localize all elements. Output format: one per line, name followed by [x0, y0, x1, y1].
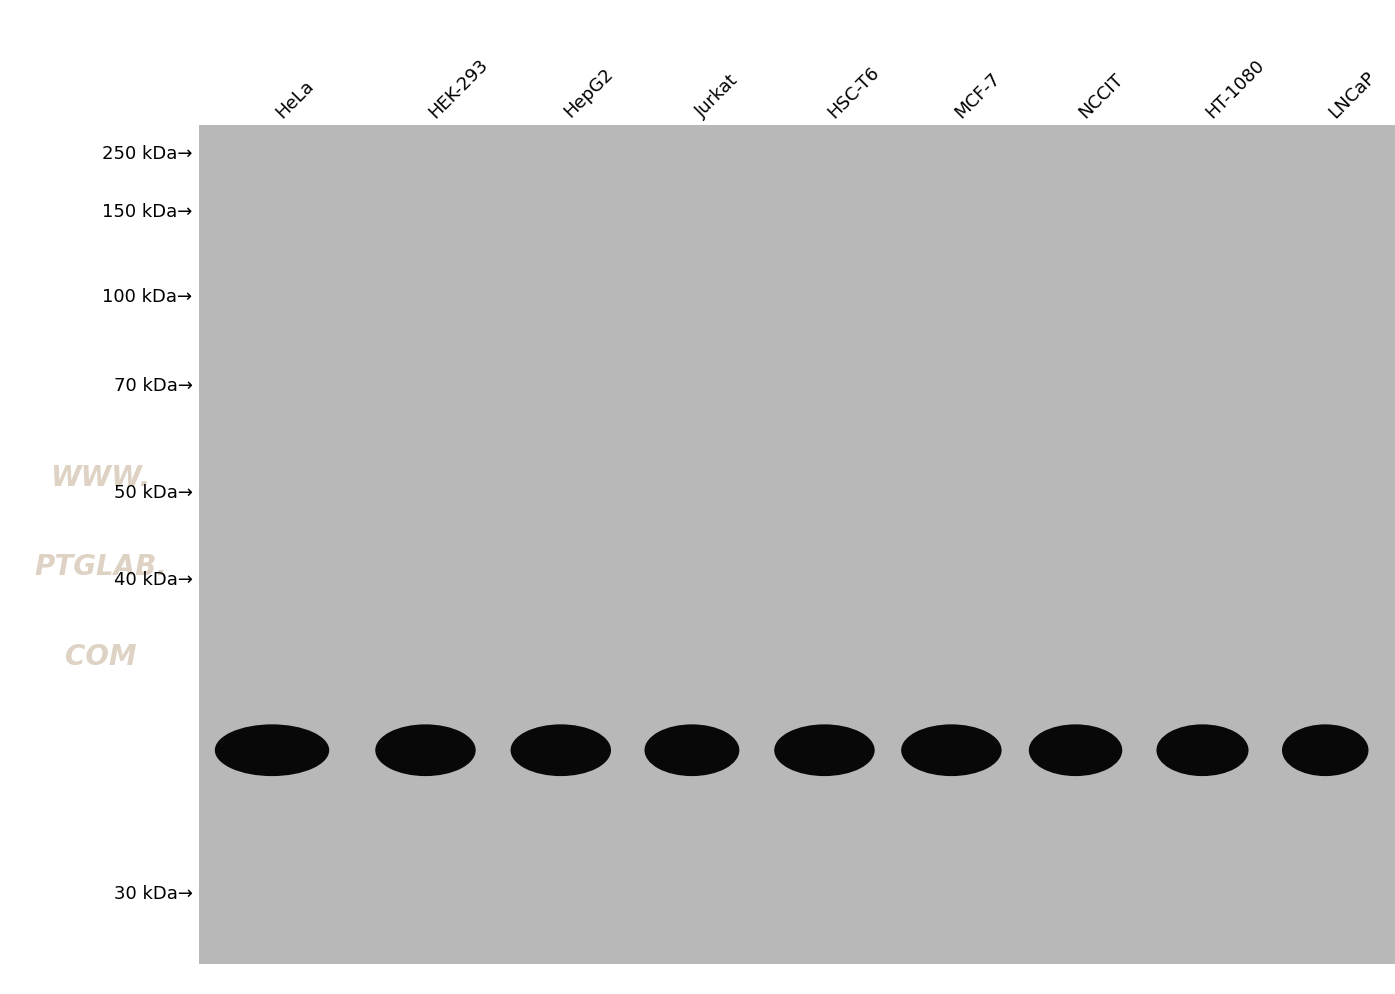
- Text: LNCaP: LNCaP: [1325, 68, 1380, 121]
- Text: 250 kDa→: 250 kDa→: [102, 145, 193, 163]
- Ellipse shape: [901, 725, 1002, 776]
- Text: HEK-293: HEK-293: [425, 55, 491, 121]
- Text: WWW.: WWW.: [50, 463, 151, 491]
- Ellipse shape: [774, 725, 875, 776]
- Ellipse shape: [375, 725, 476, 776]
- Text: NCCIT: NCCIT: [1076, 70, 1127, 121]
- Ellipse shape: [1156, 725, 1249, 776]
- Text: 50 kDa→: 50 kDa→: [113, 483, 193, 501]
- Ellipse shape: [511, 725, 611, 776]
- Text: HT-1080: HT-1080: [1202, 56, 1268, 121]
- Bar: [0, 0, 199, 994]
- Ellipse shape: [1282, 725, 1368, 776]
- Text: 30 kDa→: 30 kDa→: [113, 884, 193, 902]
- Text: COM: COM: [64, 642, 137, 670]
- Text: 100 kDa→: 100 kDa→: [102, 287, 193, 305]
- Ellipse shape: [644, 725, 739, 776]
- Text: PTGLAB.: PTGLAB.: [33, 553, 167, 580]
- Text: HeLa: HeLa: [272, 77, 317, 121]
- Text: MCF-7: MCF-7: [951, 69, 1004, 121]
- Text: Jurkat: Jurkat: [692, 72, 742, 121]
- Text: HepG2: HepG2: [561, 66, 617, 121]
- Text: 150 kDa→: 150 kDa→: [102, 203, 193, 221]
- Bar: [199, 126, 1395, 964]
- Text: 40 kDa→: 40 kDa→: [113, 571, 193, 588]
- Ellipse shape: [1030, 725, 1123, 776]
- Text: HSC-T6: HSC-T6: [824, 63, 883, 121]
- Ellipse shape: [215, 725, 329, 776]
- Text: 70 kDa→: 70 kDa→: [113, 377, 193, 395]
